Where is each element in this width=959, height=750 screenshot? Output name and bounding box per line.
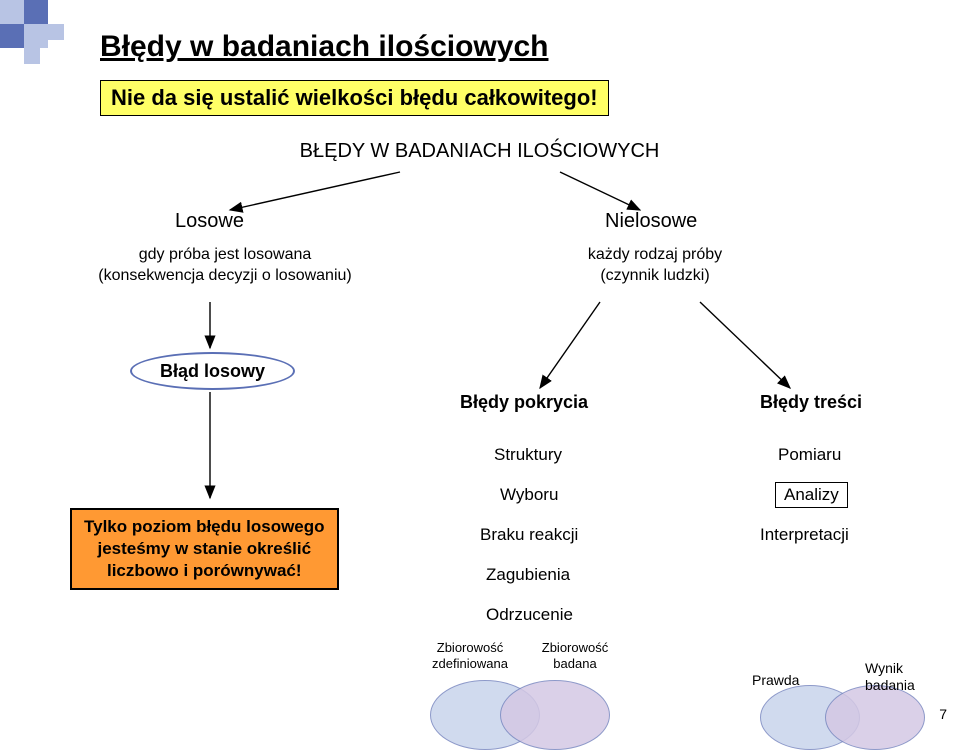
orange-callout: Tylko poziom błędu losowego jesteśmy w s… bbox=[70, 508, 339, 590]
losowe-label: Losowe bbox=[175, 210, 244, 233]
venn-right-ellipse bbox=[500, 680, 610, 750]
subtitle-highlight: Nie da się ustalić wielkości błędu całko… bbox=[100, 80, 609, 116]
orange-l2: jesteśmy w stanie określić bbox=[84, 538, 325, 560]
corner-decoration bbox=[0, 0, 100, 70]
pokrycia-item: Braku reakcji bbox=[480, 525, 578, 545]
tresci-item-text: Analizy bbox=[784, 485, 839, 504]
venn-right-label: Zbiorowość badana bbox=[530, 640, 620, 671]
venn-left-l1: Zbiorowość bbox=[420, 640, 520, 656]
rvenn-left-label: Prawda bbox=[752, 672, 799, 688]
rvenn-right-label: Wynik badania bbox=[865, 660, 915, 694]
venn-right-l1: Zbiorowość bbox=[530, 640, 620, 656]
losowe-desc-l1: gdy próba jest losowana bbox=[80, 245, 370, 266]
pokrycia-item: Odrzucenie bbox=[486, 605, 573, 625]
losowe-desc-l2: (konsekwencja decyzji o losowaniu) bbox=[80, 266, 370, 287]
deco-sq bbox=[24, 24, 48, 48]
orange-l1: Tylko poziom błędu losowego bbox=[84, 516, 325, 538]
slide-title: Błędy w badaniach ilościowych bbox=[100, 30, 548, 64]
nielosowe-desc-l1: każdy rodzaj próby bbox=[545, 245, 765, 266]
deco-sq bbox=[0, 0, 24, 24]
nielosowe-desc: każdy rodzaj próby (czynnik ludzki) bbox=[545, 245, 765, 287]
orange-l3: liczbowo i porównywać! bbox=[84, 560, 325, 582]
pokrycia-item: Zagubienia bbox=[486, 565, 570, 585]
nielosowe-label: Nielosowe bbox=[605, 210, 697, 233]
bledy-pokrycia-label: Błędy pokrycia bbox=[460, 392, 588, 413]
nielosowe-desc-l2: (czynnik ludzki) bbox=[545, 266, 765, 287]
venn-right-l2: badana bbox=[530, 656, 620, 672]
rvenn-right-ellipse bbox=[825, 685, 925, 750]
deco-sq bbox=[24, 0, 48, 24]
section-heading: BŁĘDY W BADANIACH ILOŚCIOWYCH bbox=[0, 140, 959, 163]
deco-sq bbox=[0, 24, 24, 48]
pokrycia-item: Wyboru bbox=[500, 485, 558, 505]
bledy-tresci-label: Błędy treści bbox=[760, 392, 862, 413]
deco-sq bbox=[48, 24, 64, 40]
venn-left-label: Zbiorowość zdefiniowana bbox=[420, 640, 520, 671]
page-number: 7 bbox=[939, 706, 947, 722]
rvenn-right-l2: badania bbox=[865, 677, 915, 694]
blad-losowy-text: Błąd losowy bbox=[160, 361, 265, 382]
rvenn-right-l1: Wynik bbox=[865, 660, 915, 677]
tresci-item: Interpretacji bbox=[760, 525, 849, 545]
pokrycia-item: Struktury bbox=[494, 445, 562, 465]
losowe-desc: gdy próba jest losowana (konsekwencja de… bbox=[80, 245, 370, 287]
tresci-item-highlight: Analizy bbox=[775, 482, 848, 508]
venn-left-l2: zdefiniowana bbox=[420, 656, 520, 672]
blad-losowy-oval: Błąd losowy bbox=[130, 352, 295, 390]
tresci-item: Pomiaru bbox=[778, 445, 841, 465]
deco-sq bbox=[24, 48, 40, 64]
